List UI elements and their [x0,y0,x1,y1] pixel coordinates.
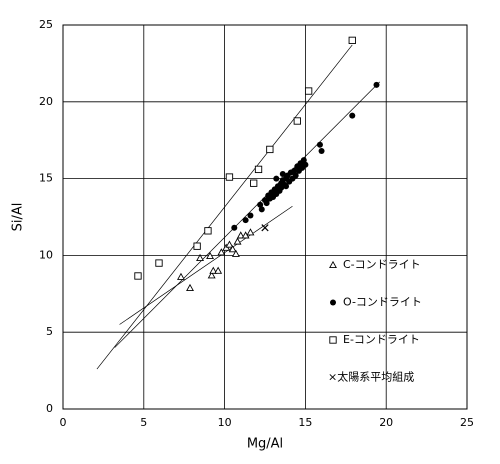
point-triangle [225,240,234,248]
point-triangle [209,266,218,274]
point-circle [242,217,249,224]
point-triangle [228,245,237,253]
y-tick-label: 5 [46,325,53,338]
point-triangle [214,266,223,274]
x-tick-label: 20 [379,416,393,429]
point-circle [300,157,307,164]
point-circle [349,112,356,119]
x-tick-label: 25 [460,416,474,429]
point-square [304,87,313,95]
point-triangle [217,248,226,256]
point-triangle [246,228,255,236]
point-square [348,36,356,45]
x-tick-label: 0 [60,416,67,429]
point-circle [302,161,309,168]
x-tick-label: 15 [298,416,312,429]
plot-frame [62,24,468,410]
point-square [293,117,301,125]
point-circle [318,147,325,154]
point-circle [283,183,290,190]
legend-marker [330,299,336,306]
x-axis-label: Mg/Al [247,437,283,452]
x-tick-label: 5 [140,416,147,429]
point-triangle [196,253,205,262]
legend-label: E-コンドライト [343,333,420,346]
point-circle [273,175,280,182]
point-triangle [207,271,216,279]
point-circle [257,201,264,208]
point-square [250,179,258,187]
point-triangle [186,283,194,291]
point-square [193,242,201,250]
y-tick-label: 15 [39,172,53,185]
y-axis-label: Si/Al [11,203,26,232]
y-tick-label: 0 [46,402,53,415]
y-tick-label: 10 [39,248,53,261]
x-tick-label: 10 [218,416,232,429]
point-triangle [231,249,240,257]
point-square [254,165,263,174]
trend-line [96,44,353,370]
legend-label: ×太陽系平均組成 [328,371,414,384]
point-square [204,227,212,235]
point-triangle [206,251,215,260]
legend-label: C-コンドライト [343,258,421,271]
y-tick-label: 20 [39,95,53,108]
legend-marker [329,260,337,269]
point-circle [263,200,270,207]
point-square [134,272,142,280]
point-square [266,145,274,154]
point-circle [291,167,298,174]
point-triangle [236,231,245,239]
point-circle [258,206,265,213]
point-circle [373,81,380,88]
y-tick-label: 25 [39,18,53,31]
trend-line [114,81,380,348]
legend-label: O-コンドライト [343,296,422,309]
point-circle [316,141,323,148]
point-circle [231,224,238,231]
point-square [225,173,234,181]
point-circle [292,172,299,179]
legend-marker [329,336,337,344]
point-square [155,259,163,267]
point-circle [247,212,254,219]
point-triangle [233,237,242,245]
point-triangle [177,272,185,280]
point-x [261,224,269,232]
point-circle [279,170,286,177]
trend-line [119,205,293,325]
